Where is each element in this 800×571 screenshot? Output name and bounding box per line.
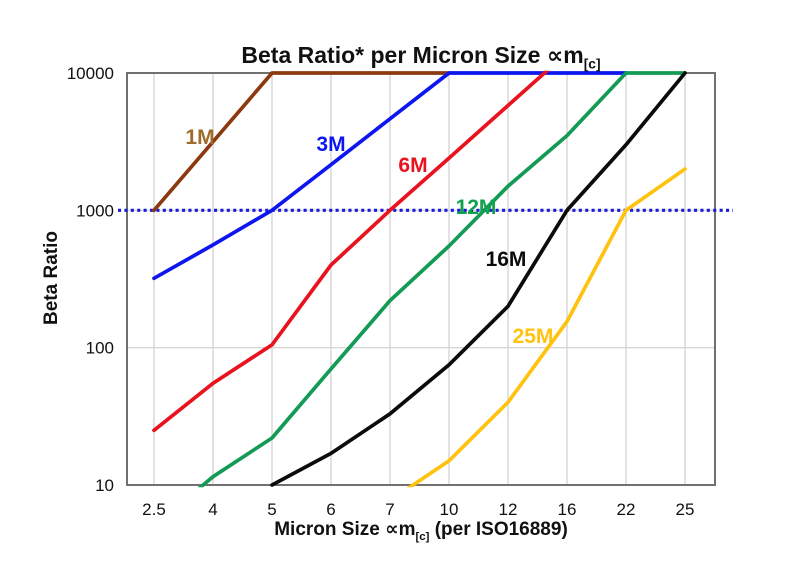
y-tick-label-1000: 1000 <box>76 201 114 220</box>
x-tick-label-12: 12 <box>499 500 518 519</box>
x-axis-title-subscript: [c] <box>415 530 430 543</box>
series-label-12M: 12M <box>456 196 497 219</box>
x-axis-title-suffix: (per ISO16889) <box>429 519 568 540</box>
series-label-6M: 6M <box>398 154 427 177</box>
y-tick-label-10: 10 <box>95 476 114 495</box>
series-line-16M <box>270 71 687 487</box>
x-tick-label-10: 10 <box>440 500 459 519</box>
x-tick-label-4: 4 <box>208 500 217 519</box>
series-label-1M: 1M <box>185 126 214 149</box>
x-tick-label-5: 5 <box>267 500 276 519</box>
x-tick-label-2.5: 2.5 <box>142 500 166 519</box>
series-label-25M: 25M <box>513 325 554 348</box>
x-axis-proportional-symbol: ∝m <box>385 519 416 540</box>
proportional-symbol: ∝m <box>546 42 584 68</box>
y-tick-label-100: 100 <box>86 339 114 358</box>
series-line-1M <box>152 71 451 213</box>
series-line-6M <box>152 70 550 433</box>
x-tick-label-25: 25 <box>676 500 695 519</box>
series-line-25M <box>406 167 687 488</box>
x-axis-title: Micron Size ∝m[c] (per ISO16889) <box>127 518 715 543</box>
x-axis-title-text: Micron Size <box>274 519 386 540</box>
series-label-3M: 3M <box>316 133 345 156</box>
series-line-12M <box>197 71 687 488</box>
chart-title: Beta Ratio* per Micron Size ∝m[c] <box>127 42 715 72</box>
x-tick-label-7: 7 <box>385 500 394 519</box>
x-tick-label-22: 22 <box>617 500 636 519</box>
x-tick-label-16: 16 <box>558 500 577 519</box>
y-tick-label-10000: 10000 <box>67 64 114 83</box>
y-axis-title: Beta Ratio <box>41 231 62 325</box>
series-label-16M: 16M <box>486 248 527 271</box>
x-tick-label-6: 6 <box>326 500 335 519</box>
plot-border <box>126 72 716 486</box>
chart-title-text: Beta Ratio* per Micron Size <box>241 42 547 68</box>
chart-title-subscript: [c] <box>583 56 601 72</box>
series-line-3M <box>152 71 628 281</box>
